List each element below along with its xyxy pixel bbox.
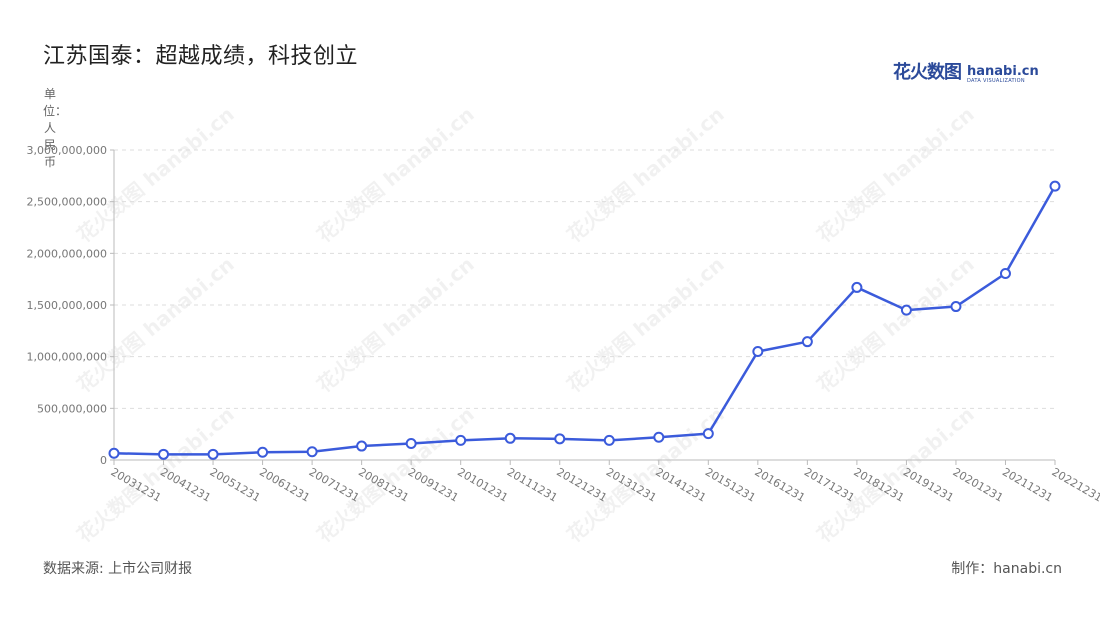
data-point[interactable] [653, 431, 665, 443]
x-tick-label: 20201231 [950, 465, 1005, 504]
y-tick-label: 2,500,000,000 [27, 196, 107, 209]
x-tick-label: 20111231 [505, 465, 560, 504]
x-tick-label: 20041231 [158, 465, 213, 504]
x-tick-label: 20141231 [653, 465, 708, 504]
data-point[interactable] [702, 428, 714, 440]
series-layer [108, 180, 1061, 460]
data-point[interactable] [405, 437, 417, 449]
y-tick-label: 500,000,000 [37, 402, 107, 415]
credit-note: 制作：hanabi.cn [951, 561, 1062, 577]
x-tick-label: 20071231 [307, 465, 362, 504]
watermark-text: 花火数图 hanabi.cn [562, 252, 729, 397]
data-point[interactable] [950, 301, 962, 313]
data-point[interactable] [356, 440, 368, 452]
data-point[interactable] [603, 434, 615, 446]
brand-logo: 花火数图 hanabi.cn DATA VISUALIZATION [893, 58, 1039, 84]
x-tick-label: 20161231 [752, 465, 807, 504]
watermark-text: 花火数图 hanabi.cn [72, 252, 239, 397]
data-point[interactable] [554, 433, 566, 445]
watermark-text: 花火数图 hanabi.cn [562, 102, 729, 247]
y-tick-label: 2,000,000,000 [27, 247, 107, 260]
x-tick-label: 20151231 [703, 465, 758, 504]
chart-title: 江苏国泰：超越成绩，科技创立 [43, 44, 359, 69]
x-tick-label: 20211231 [1000, 465, 1055, 504]
watermark-text: 花火数图 hanabi.cn [312, 252, 479, 397]
x-tick-label: 20101231 [455, 465, 510, 504]
data-point[interactable] [999, 267, 1011, 279]
logo-sub-text: DATA VISUALIZATION [967, 78, 1025, 84]
x-tick-label: 20061231 [257, 465, 312, 504]
y-tick-label: 0 [100, 454, 107, 467]
data-point[interactable] [851, 281, 863, 293]
y-axis-ticks: 0 500,000,000 1,000,000,000 1,500,000,000 2,… [27, 144, 115, 467]
x-tick-label: 20121231 [554, 465, 609, 504]
data-point[interactable] [455, 434, 467, 446]
data-point[interactable] [257, 446, 269, 458]
series-line [113, 185, 1057, 456]
watermark-text: 花火数图 hanabi.cn [312, 102, 479, 247]
x-tick-label: 20051231 [208, 465, 263, 504]
watermark-text: 花火数图 hanabi.cn [812, 102, 979, 247]
data-point[interactable] [1049, 180, 1061, 192]
data-point[interactable] [801, 336, 813, 348]
y-tick-label: 3,000,000,000 [27, 144, 107, 157]
x-axis: 2003123120041231200512312006123120071231… [109, 459, 1100, 505]
watermark-text: 花火数图 hanabi.cn [812, 252, 979, 397]
data-point[interactable] [158, 448, 170, 460]
data-point[interactable] [108, 447, 120, 459]
y-tick-label: 1,500,000,000 [27, 299, 107, 312]
data-point[interactable] [306, 446, 318, 458]
data-point[interactable] [900, 304, 912, 316]
x-tick-label: 20221231 [1050, 465, 1100, 504]
logo-en-group: hanabi.cn DATA VISUALIZATION [967, 65, 1039, 84]
y-tick-label: 1,000,000,000 [27, 351, 107, 364]
logo-cn-text: 花火数图 [893, 62, 962, 83]
data-point[interactable] [504, 432, 516, 444]
data-point[interactable] [207, 448, 219, 460]
logo-en-text: hanabi.cn [967, 64, 1039, 79]
watermark-text: 花火数图 hanabi.cn [312, 402, 479, 547]
data-source-note: 数据来源: 上市公司财报 [43, 561, 193, 577]
x-tick-label: 20091231 [406, 465, 461, 504]
watermark-text: 花火数图 hanabi.cn [72, 102, 239, 247]
x-tick-label: 20191231 [901, 465, 956, 504]
data-point[interactable] [752, 346, 764, 357]
x-tick-label: 20171231 [802, 465, 857, 504]
grid-lines [114, 149, 1055, 409]
